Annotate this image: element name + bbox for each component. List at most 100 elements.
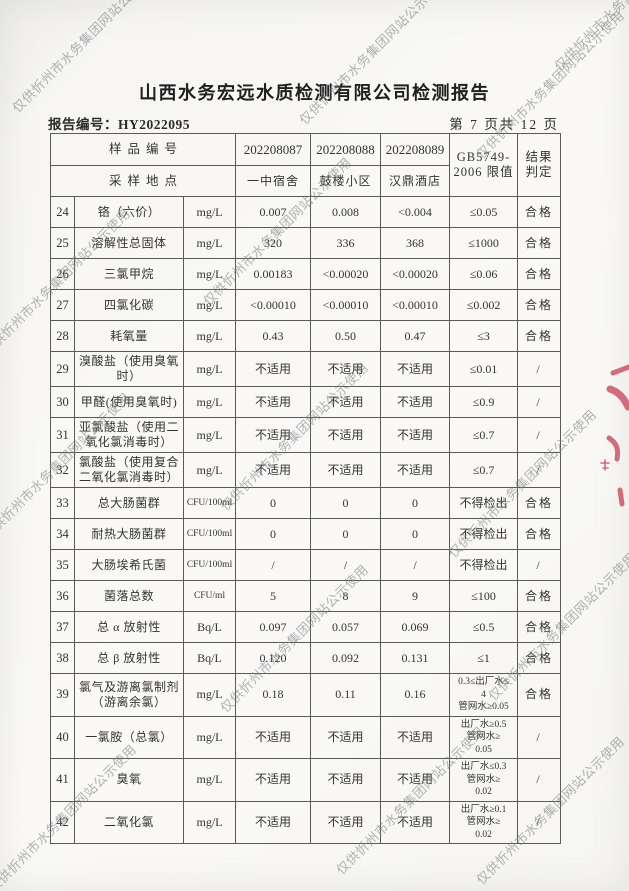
parameter-unit: mg/L (182, 715, 237, 759)
parameter-name: 大肠埃希氏菌 (74, 549, 184, 581)
table-row: 35 大肠埃希氏菌 CFU/100ml / / / 不得检出 / (50, 549, 562, 581)
sample1-value: 不适用 (235, 452, 312, 488)
limit-value: ≤0.01 (449, 351, 519, 387)
sample2-value: 0.008 (310, 196, 382, 228)
limit-column-header: GB5749- 2006 限值 (449, 133, 519, 197)
result-value: 合格 (517, 673, 562, 717)
location-3: 汉鼎酒店 (380, 165, 451, 197)
row-number: 26 (50, 258, 75, 290)
sample3-value: 不适用 (380, 417, 451, 453)
row-number: 37 (50, 611, 75, 643)
sample1-value: 5 (235, 580, 312, 612)
result-value: 合格 (517, 289, 562, 321)
watermark-text: 仅供忻州市水务集团网站公示使用 (296, 0, 451, 128)
limit-value: 不得检出 (449, 487, 519, 519)
results-table-body: 样品编号 202208087 202208088 202208089 GB574… (49, 133, 562, 844)
sample2-value: 不适用 (310, 800, 382, 844)
sample-id-label: 样品编号 (49, 133, 237, 166)
result-value: / (517, 417, 562, 453)
result-value: 合格 (517, 580, 562, 612)
limit-value: 0.3≤出厂水≤ 4 管网水≥0.05 (449, 673, 519, 717)
table-row: 42 二氧化氯 mg/L 不适用 不适用 不适用 出厂水≥0.1 管网水≥ 0.… (50, 800, 562, 844)
table-row: 34 耐热大肠菌群 CFU/100ml 0 0 0 不得检出 合格 (50, 518, 562, 550)
table-header-row-location: 采样地点 一中宿舍 鼓楼小区 汉鼎酒店 (49, 165, 561, 197)
table-row: 28 耗氧量 mg/L 0.43 0.50 0.47 ≤3 合格 (50, 320, 562, 352)
row-number: 25 (50, 227, 75, 259)
row-number: 39 (50, 673, 75, 717)
sample3-value: / (380, 549, 451, 581)
result-value: 合格 (517, 227, 562, 259)
sample2-value: 8 (310, 580, 382, 612)
report-number: 报告编号：HY2022095 (48, 117, 190, 132)
result-value: / (517, 758, 562, 802)
table-row: 32 氯酸盐（使用复合二氧化氯消毒时） mg/L 不适用 不适用 不适用 ≤0.… (50, 452, 562, 488)
sample2-value: 0 (310, 518, 382, 550)
sample1-value: 0.120 (235, 642, 312, 674)
page-number-info: 第 7 页共 12 页 (449, 117, 559, 132)
result-value: / (517, 715, 562, 759)
sample1-value: 320 (235, 227, 312, 259)
row-number: 40 (50, 715, 75, 759)
sample2-value: 不适用 (310, 386, 382, 418)
limit-value: 出厂水≤0.3 管网水≥ 0.02 (449, 758, 519, 802)
parameter-unit: CFU/100ml (182, 518, 237, 550)
table-row: 37 总 α 放射性 Bq/L 0.097 0.057 0.069 ≤0.5 合… (50, 611, 562, 643)
red-stamp-fragment (600, 364, 629, 507)
table-row: 41 臭氧 mg/L 不适用 不适用 不适用 出厂水≤0.3 管网水≥ 0.02… (50, 758, 562, 802)
sample2-value: <0.00020 (310, 258, 382, 290)
row-number: 35 (50, 549, 75, 581)
result-value: 合格 (517, 320, 562, 352)
parameter-name: 一氯胺（总氯） (74, 715, 184, 759)
parameter-name: 耐热大肠菌群 (74, 518, 184, 550)
limit-value: ≤100 (449, 580, 519, 612)
parameter-name: 四氯化碳 (74, 289, 184, 321)
parameter-name: 三氯甲烷 (74, 258, 184, 290)
location-2: 鼓楼小区 (310, 165, 382, 197)
page-title: 山西水务宏远水质检测有限公司检测报告 (139, 83, 490, 103)
table-row: 31 亚氯酸盐（使用二氧化氯消毒时） mg/L 不适用 不适用 不适用 ≤0.7… (50, 417, 562, 453)
sample-id-1: 202208087 (235, 133, 312, 166)
row-number: 24 (50, 196, 75, 228)
sample3-value: <0.00010 (380, 289, 451, 321)
row-number: 34 (50, 518, 75, 550)
sample2-value: <0.00010 (310, 289, 382, 321)
sample1-value: <0.00010 (235, 289, 312, 321)
parameter-name: 总 β 放射性 (74, 642, 184, 674)
limit-value: ≤1000 (449, 227, 519, 259)
parameter-unit: mg/L (182, 196, 237, 228)
parameter-name: 亚氯酸盐（使用二氧化氯消毒时） (74, 417, 184, 453)
meta-line: 报告编号：HY2022095 第 7 页共 12 页 (48, 113, 559, 133)
parameter-unit: mg/L (182, 258, 237, 290)
table-row: 25 溶解性总固体 mg/L 320 336 368 ≤1000 合格 (50, 227, 562, 259)
parameter-unit: CFU/100ml (182, 487, 237, 519)
table-row: 39 氯气及游离氯制剂（游离余氯） mg/L 0.18 0.11 0.16 0.… (50, 673, 562, 717)
sample2-value: 不适用 (310, 351, 382, 387)
sample-id-3: 202208089 (380, 133, 451, 166)
limit-value: ≤0.05 (449, 196, 519, 228)
parameter-name: 溶解性总固体 (74, 227, 184, 259)
result-value: 合格 (517, 487, 562, 519)
table-row: 27 四氯化碳 mg/L <0.00010 <0.00010 <0.00010 … (50, 289, 562, 321)
result-value: 合格 (517, 258, 562, 290)
sample1-value: 不适用 (235, 715, 312, 759)
result-value: / (517, 549, 562, 581)
limit-value: ≤0.9 (449, 386, 519, 418)
sample3-value: 0.16 (380, 673, 451, 717)
sample1-value: 不适用 (235, 351, 312, 387)
table-row: 26 三氯甲烷 mg/L 0.00183 <0.00020 <0.00020 ≤… (50, 258, 562, 290)
limit-value: ≤1 (449, 642, 519, 674)
limit-value: 不得检出 (449, 549, 519, 581)
parameter-name: 甲醛(使用臭氧时) (74, 386, 184, 418)
sample3-value: 0 (380, 518, 451, 550)
table-row: 40 一氯胺（总氯） mg/L 不适用 不适用 不适用 出厂水≥0.5 管网水≥… (50, 715, 562, 759)
sample3-value: <0.00020 (380, 258, 451, 290)
row-number: 38 (50, 642, 75, 674)
sample2-value: 0.092 (310, 642, 382, 674)
sample1-value: 不适用 (235, 386, 312, 418)
limit-value: ≤0.06 (449, 258, 519, 290)
parameter-name: 总 α 放射性 (74, 611, 184, 643)
sample3-value: 不适用 (380, 452, 451, 488)
row-number: 32 (50, 452, 75, 488)
sample1-value: 不适用 (235, 800, 312, 844)
